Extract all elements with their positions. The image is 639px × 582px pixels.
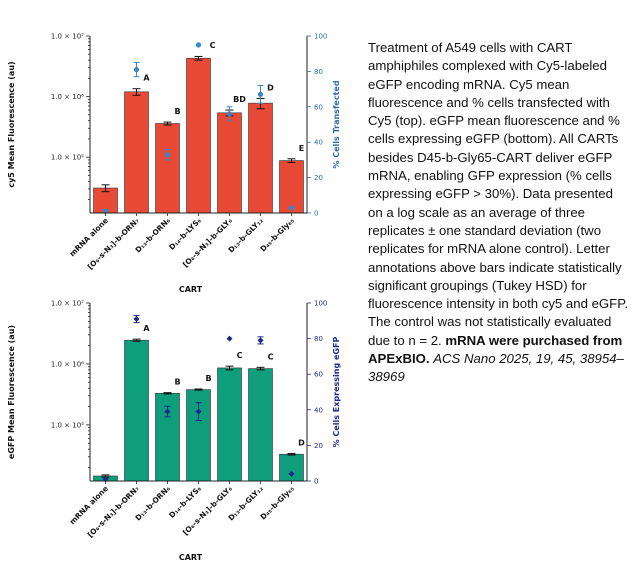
cy5-bar bbox=[186, 57, 211, 214]
egfp-group-label: D bbox=[298, 438, 305, 447]
egfp-group-label: B bbox=[205, 374, 211, 383]
egfp-left-tick-label: 1.0 × 10⁶ bbox=[51, 360, 84, 368]
cy5-bar bbox=[248, 102, 273, 214]
cy5-right-tick-label: 80 bbox=[314, 68, 323, 76]
cy5-group-label: D bbox=[267, 84, 274, 93]
caption-citation: ACS Nano 2025, 19, 45, 38954–38969 bbox=[368, 351, 624, 385]
egfp-point bbox=[257, 337, 264, 344]
cy5-group-label: BD bbox=[233, 95, 246, 104]
egfp-point bbox=[226, 335, 233, 342]
egfp-right-tick-label: 0 bbox=[314, 478, 318, 486]
cy5-group-label: C bbox=[210, 41, 216, 50]
egfp-right-tick-label: 60 bbox=[314, 371, 323, 379]
egfp-group-label: C bbox=[237, 351, 243, 360]
egfp-point bbox=[164, 408, 171, 415]
cy5-point bbox=[226, 111, 233, 117]
cy5-point bbox=[164, 151, 171, 158]
egfp-group-label: A bbox=[143, 324, 150, 333]
cy5-right-tick-label: 60 bbox=[314, 103, 323, 111]
egfp-right-tick-label: 20 bbox=[314, 442, 323, 450]
cy5-left-tick-label: 1.0 × 10⁵ bbox=[51, 154, 84, 162]
egfp-right-tick-label: 80 bbox=[314, 335, 323, 343]
cy5-right-tick-label: 0 bbox=[314, 210, 318, 218]
cy5-y2label: % Cells Transfected bbox=[332, 80, 341, 168]
cy5-point bbox=[288, 205, 295, 211]
cy5-right-tick-label: 100 bbox=[314, 33, 327, 41]
egfp-point bbox=[195, 408, 202, 415]
cy5-point bbox=[195, 42, 202, 48]
caption-source: mRNA were purchased from APExBIO. bbox=[368, 332, 623, 367]
egfp-point bbox=[133, 316, 140, 323]
cy5-point bbox=[257, 91, 264, 98]
cy5-right-tick-label: 40 bbox=[314, 139, 323, 147]
caption-text: Treatment of A549 cells with CART amphip… bbox=[368, 40, 628, 348]
cy5-group-label: B bbox=[174, 107, 180, 116]
egfp-left-tick-label: 1.0 × 10⁷ bbox=[51, 300, 84, 308]
egfp-right-tick-label: 40 bbox=[314, 406, 323, 414]
egfp-bar bbox=[248, 368, 273, 482]
egfp-group-label: C bbox=[268, 352, 274, 361]
cy5-bar bbox=[217, 112, 242, 214]
cy5-group-label: A bbox=[143, 74, 150, 83]
egfp-point bbox=[288, 470, 295, 477]
cy5-point bbox=[133, 67, 140, 73]
egfp-right-tick-label: 100 bbox=[314, 300, 327, 308]
cy5-left-tick-label: 1.0 × 10⁷ bbox=[51, 33, 84, 41]
egfp-bar bbox=[217, 367, 242, 482]
egfp-left-tick-label: 1.0 × 10⁵ bbox=[51, 421, 84, 429]
cy5-xlabel: CART bbox=[179, 285, 203, 294]
cy5-right-tick-label: 20 bbox=[314, 174, 323, 182]
egfp-group-label: B bbox=[174, 378, 180, 387]
egfp-xlabel: CART bbox=[179, 553, 203, 562]
egfp-bar bbox=[279, 453, 304, 482]
cy5-left-tick-label: 1.0 × 10⁶ bbox=[51, 93, 84, 101]
figure-caption: Treatment of A549 cells with CART amphip… bbox=[368, 39, 630, 387]
cy5-bar bbox=[155, 123, 180, 214]
egfp-ylabel: eGFP Mean Fluorescence (au) bbox=[7, 325, 16, 459]
egfp-y2label: % Cells Expressing eGFP bbox=[332, 337, 341, 448]
egfp-bar bbox=[124, 339, 149, 482]
cy5-group-label: E bbox=[299, 144, 304, 153]
cy5-bar bbox=[124, 91, 149, 214]
cy5-ylabel: cy5 Mean Fluorescence (au) bbox=[7, 61, 16, 187]
